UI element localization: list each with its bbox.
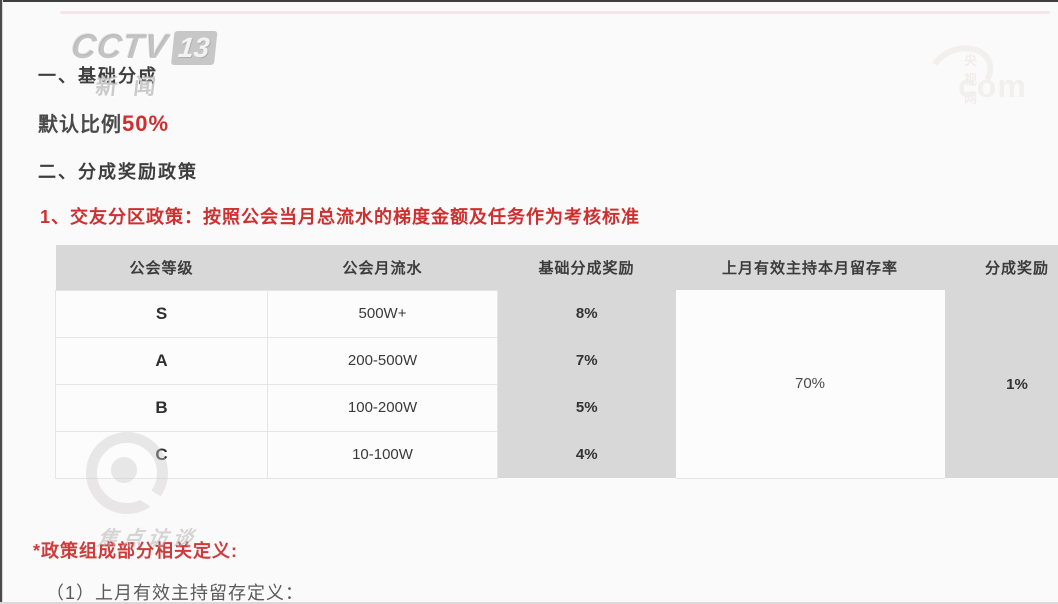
screen-bottom-edge — [0, 602, 1058, 604]
table-row: C 10-100W 4% — [55, 430, 1058, 479]
screen-top-edge — [0, 0, 1058, 2]
cctv-com-text: com — [958, 68, 1027, 104]
video-artifact-line — [60, 11, 1050, 14]
screen-left-edge — [0, 0, 2, 604]
cell-level-c: C — [55, 430, 268, 479]
cell-flow-s: 500W+ — [267, 289, 498, 338]
cell-flow-a: 200-500W — [267, 336, 498, 385]
cell-base-c: 4% — [497, 431, 676, 478]
policy-heading: 1、交友分区政策：按照公会当月总流水的梯度金额及任务作为考核标准 — [40, 207, 641, 227]
header-guild-level: 公会等级 — [55, 245, 268, 290]
header-retention-rate: 上月有效主持本月留存率 — [675, 245, 945, 290]
section-title-basic-share: 一、基础分成 — [38, 66, 158, 86]
commission-table: 公会等级 公会月流水 基础分成奖励 上月有效主持本月留存率 分成奖励 S 500… — [55, 245, 1058, 479]
cctv-com-arc-icon — [921, 37, 1001, 107]
cell-base-a: 7% — [497, 337, 676, 384]
cell-retention-rate: 70% — [675, 290, 945, 479]
default-ratio-line: 默认比例50% — [38, 108, 169, 137]
default-ratio-value: 50% — [122, 111, 170, 136]
cell-level-a: A — [55, 336, 268, 385]
cell-flow-c: 10-100W — [267, 430, 498, 479]
definition-item-1: （1）上月有效主持留存定义： — [46, 583, 305, 603]
cell-base-s: 8% — [497, 290, 676, 337]
default-ratio-label: 默认比例 — [38, 114, 122, 136]
cell-share-reward: 1% — [944, 290, 1058, 478]
cctv-com-mini-text: 央视网 — [964, 53, 981, 106]
footnote-definitions-title: *政策组成部分相关定义: — [33, 541, 238, 561]
cell-base-b: 5% — [497, 384, 676, 431]
cell-flow-b: 100-200W — [267, 383, 498, 432]
header-share-reward: 分成奖励 — [944, 245, 1058, 290]
channel-13-badge: 13 — [170, 30, 218, 65]
table-row: B 100-200W 5% — [55, 383, 1058, 432]
header-monthly-flow: 公会月流水 — [267, 245, 498, 290]
screen-left-edge-highlight — [2, 0, 3, 604]
table-row: S 500W+ 8% 70% 1% — [55, 289, 1058, 479]
cell-level-b: B — [55, 383, 268, 432]
table-header-row: 公会等级 公会月流水 基础分成奖励 上月有效主持本月留存率 分成奖励 — [55, 245, 1058, 290]
section-title-reward-policy: 二、分成奖励政策 — [38, 162, 198, 182]
cell-level-s: S — [55, 289, 268, 338]
header-base-reward: 基础分成奖励 — [497, 245, 676, 290]
